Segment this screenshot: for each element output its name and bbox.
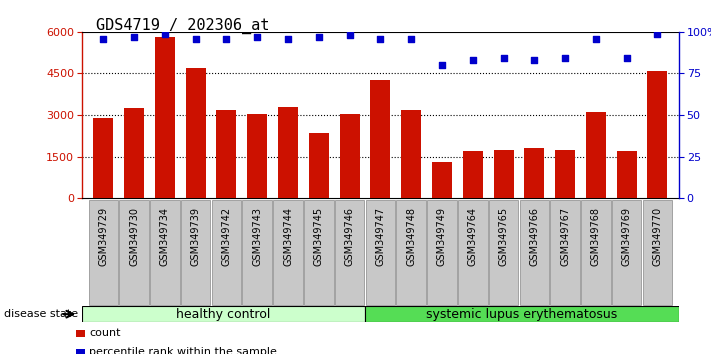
Text: GSM349739: GSM349739 [191, 207, 201, 266]
Bar [82, 306, 365, 322]
Bar [648, 71, 668, 198]
Text: GSM349742: GSM349742 [221, 207, 232, 266]
Bar [488, 200, 518, 305]
Bar [93, 118, 113, 198]
Point [405, 36, 417, 41]
Text: percentile rank within the sample: percentile rank within the sample [89, 347, 277, 354]
Point [437, 62, 448, 68]
Text: GSM349766: GSM349766 [529, 207, 540, 266]
Text: GSM349745: GSM349745 [314, 207, 324, 266]
Bar [216, 109, 237, 198]
Bar [432, 162, 452, 198]
Bar [427, 200, 456, 305]
Text: GSM349743: GSM349743 [252, 207, 262, 266]
Text: count: count [89, 329, 120, 338]
Point [528, 57, 540, 63]
Bar [76, 330, 85, 337]
Text: GSM349747: GSM349747 [375, 207, 385, 266]
Bar [581, 200, 611, 305]
Text: GDS4719 / 202306_at: GDS4719 / 202306_at [96, 18, 269, 34]
Point [590, 36, 602, 41]
Bar [278, 107, 298, 198]
Bar [155, 38, 175, 198]
Text: GSM349767: GSM349767 [560, 207, 570, 266]
Bar [616, 151, 636, 198]
Text: GSM349746: GSM349746 [345, 207, 355, 266]
Point [190, 36, 201, 41]
Bar [119, 200, 149, 305]
Bar [458, 200, 488, 305]
Text: GSM349749: GSM349749 [437, 207, 447, 266]
Bar [397, 200, 426, 305]
Bar [370, 80, 390, 198]
Text: GSM349744: GSM349744 [283, 207, 293, 266]
Bar [124, 108, 144, 198]
Bar [586, 112, 606, 198]
Point [252, 34, 263, 40]
Text: GSM349730: GSM349730 [129, 207, 139, 266]
Bar [365, 306, 679, 322]
Bar [76, 349, 85, 354]
Text: GSM349729: GSM349729 [98, 207, 108, 266]
Bar [524, 148, 545, 198]
Bar [555, 150, 575, 198]
Bar [304, 200, 333, 305]
Point [313, 34, 324, 40]
Text: GSM349765: GSM349765 [498, 207, 508, 266]
Point [375, 36, 386, 41]
Bar [242, 200, 272, 305]
Point [560, 56, 571, 61]
Bar [550, 200, 580, 305]
Bar [150, 200, 180, 305]
Point [97, 36, 109, 41]
Text: systemic lupus erythematosus: systemic lupus erythematosus [426, 308, 617, 321]
Bar [340, 114, 360, 198]
Bar [612, 200, 641, 305]
Text: healthy control: healthy control [176, 308, 270, 321]
Bar [181, 200, 210, 305]
Text: GSM349768: GSM349768 [591, 207, 601, 266]
Point [344, 32, 356, 38]
Point [621, 56, 632, 61]
Point [467, 57, 479, 63]
Bar [309, 133, 328, 198]
Bar [463, 151, 483, 198]
Point [159, 31, 171, 36]
Text: GSM349748: GSM349748 [406, 207, 416, 266]
Text: GSM349764: GSM349764 [468, 207, 478, 266]
Point [498, 56, 509, 61]
Bar [273, 200, 303, 305]
Point [652, 31, 663, 36]
Bar [401, 109, 421, 198]
Bar [365, 200, 395, 305]
Bar [643, 200, 672, 305]
Point [282, 36, 294, 41]
Text: disease state: disease state [4, 309, 77, 319]
Bar [89, 200, 118, 305]
Bar [335, 200, 364, 305]
Bar [493, 150, 513, 198]
Text: GSM349734: GSM349734 [160, 207, 170, 266]
Bar [186, 68, 205, 198]
Bar [212, 200, 241, 305]
Bar [247, 114, 267, 198]
Point [129, 34, 140, 40]
Bar [520, 200, 549, 305]
Text: GSM349769: GSM349769 [621, 207, 631, 266]
Point [221, 36, 232, 41]
Text: GSM349770: GSM349770 [653, 207, 663, 266]
